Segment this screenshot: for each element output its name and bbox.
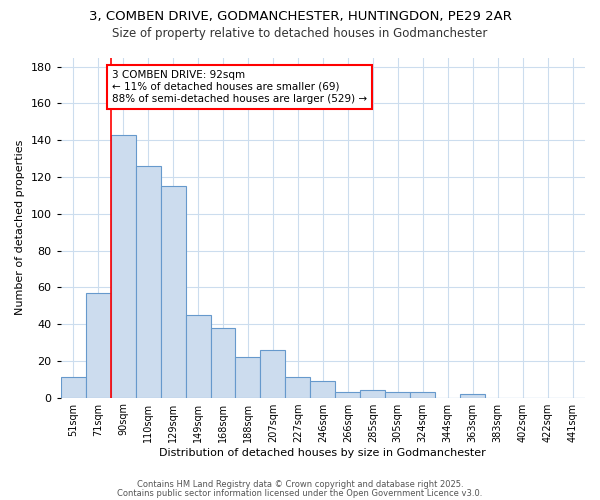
- Text: 3, COMBEN DRIVE, GODMANCHESTER, HUNTINGDON, PE29 2AR: 3, COMBEN DRIVE, GODMANCHESTER, HUNTINGD…: [89, 10, 511, 23]
- Bar: [211, 328, 235, 398]
- Text: 3 COMBEN DRIVE: 92sqm
← 11% of detached houses are smaller (69)
88% of semi-deta: 3 COMBEN DRIVE: 92sqm ← 11% of detached …: [112, 70, 367, 104]
- Bar: [410, 392, 435, 398]
- Text: Contains public sector information licensed under the Open Government Licence v3: Contains public sector information licen…: [118, 490, 482, 498]
- Bar: [136, 166, 161, 398]
- Text: Contains HM Land Registry data © Crown copyright and database right 2025.: Contains HM Land Registry data © Crown c…: [137, 480, 463, 489]
- Bar: [235, 357, 260, 398]
- Text: Size of property relative to detached houses in Godmanchester: Size of property relative to detached ho…: [112, 28, 488, 40]
- Bar: [385, 392, 410, 398]
- Bar: [286, 378, 310, 398]
- Y-axis label: Number of detached properties: Number of detached properties: [15, 140, 25, 315]
- X-axis label: Distribution of detached houses by size in Godmanchester: Distribution of detached houses by size …: [160, 448, 486, 458]
- Bar: [361, 390, 385, 398]
- Bar: [335, 392, 361, 398]
- Bar: [185, 315, 211, 398]
- Bar: [260, 350, 286, 398]
- Bar: [61, 378, 86, 398]
- Bar: [460, 394, 485, 398]
- Bar: [310, 381, 335, 398]
- Bar: [161, 186, 185, 398]
- Bar: [86, 293, 110, 398]
- Bar: [110, 134, 136, 398]
